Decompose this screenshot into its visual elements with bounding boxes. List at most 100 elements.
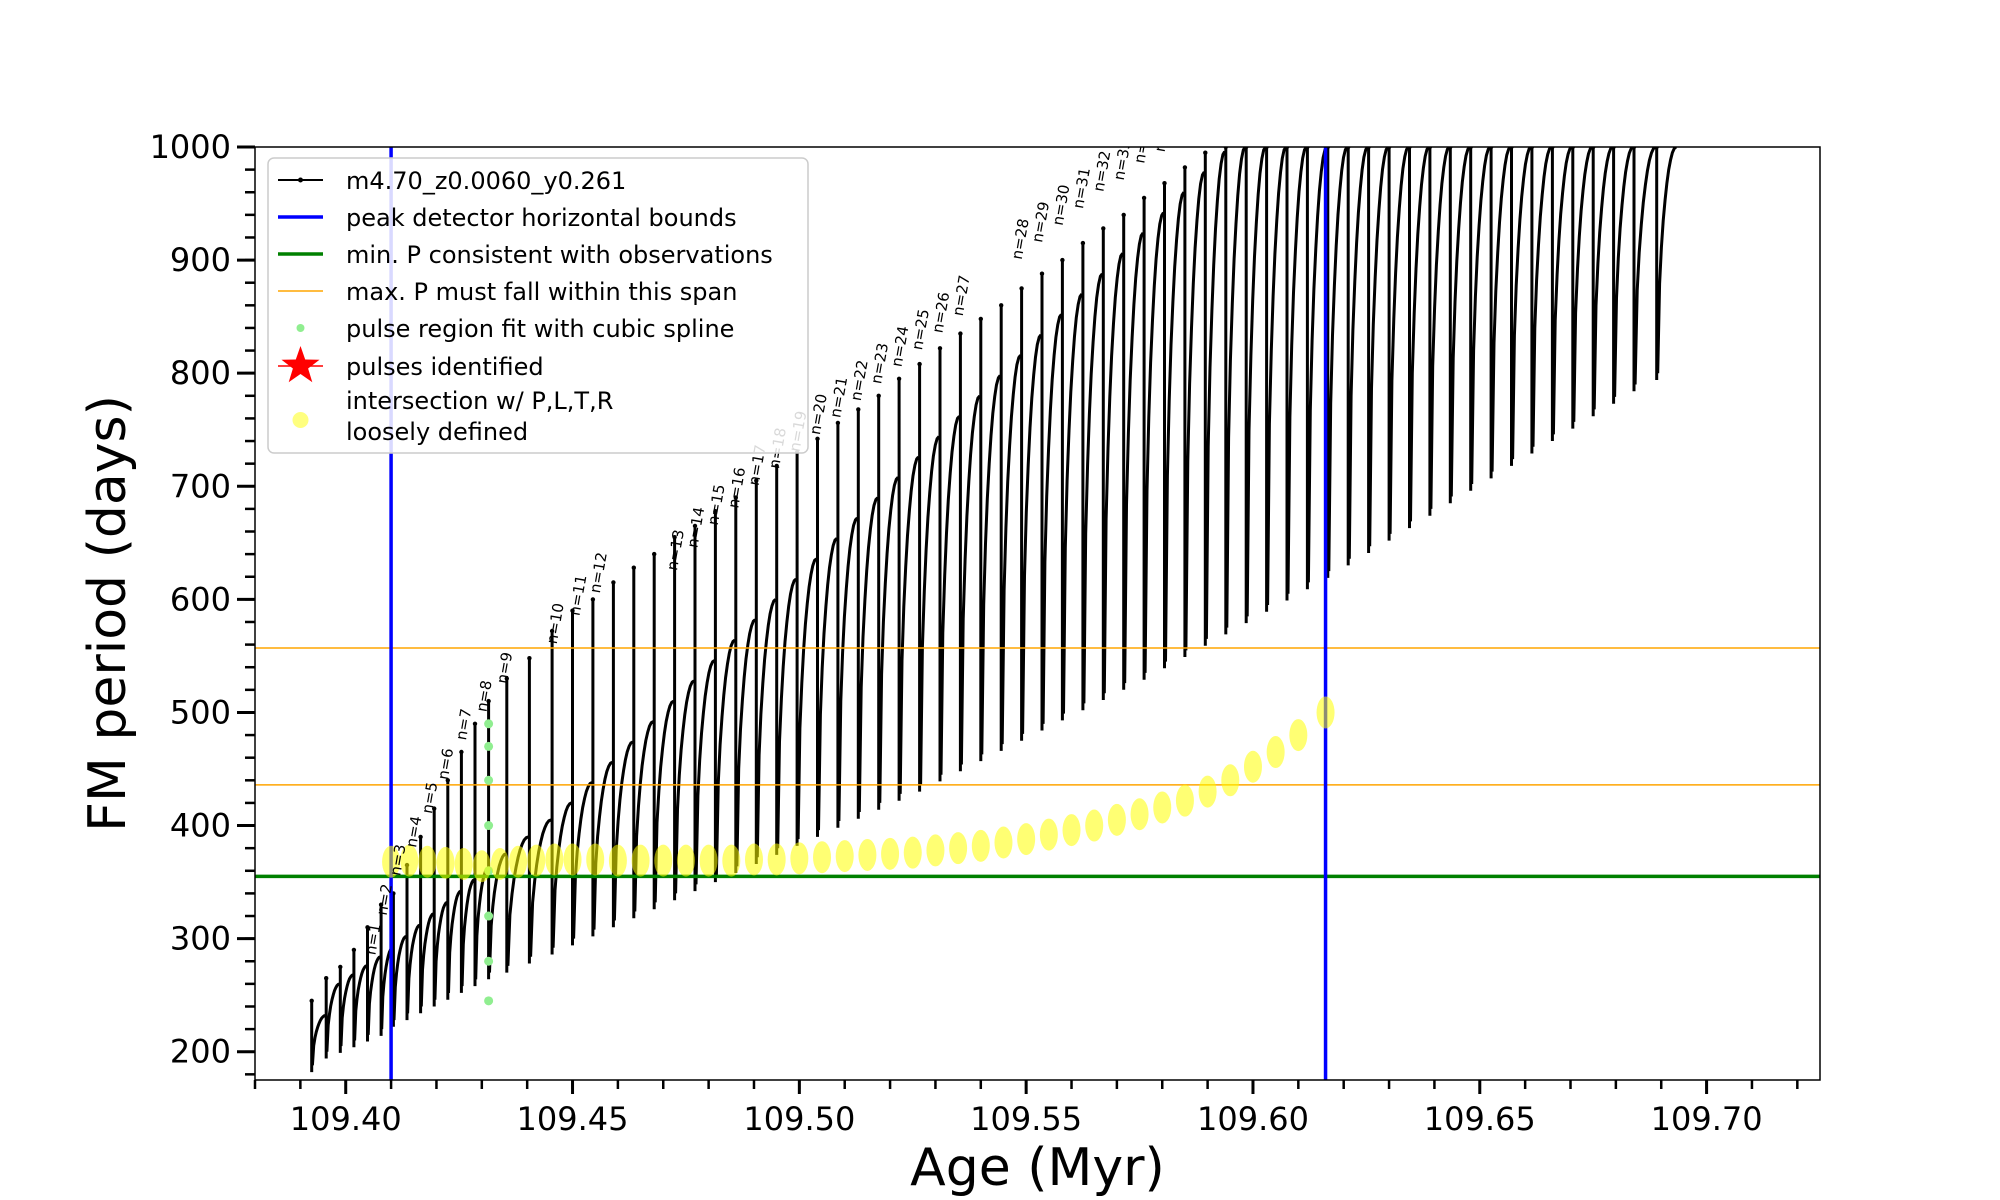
y-tick-label: 900 [170, 241, 231, 279]
intersection-point [631, 844, 650, 877]
spline-point [484, 741, 494, 751]
intersection-point [382, 845, 401, 878]
y-tick-label: 300 [170, 920, 231, 958]
intersection-point [563, 843, 582, 876]
pulse-label: n=34 [1130, 121, 1155, 165]
pulse-label: n=1 [361, 922, 384, 956]
intersection-point [722, 844, 741, 877]
pulse-label: n=5 [418, 781, 441, 815]
pulse-label: n=27 [949, 274, 974, 318]
intersection-point [586, 843, 605, 876]
pulse-label: n=7 [452, 707, 475, 741]
legend-label: max. P must fall within this span [346, 278, 737, 306]
legend-label: loosely defined [346, 418, 528, 446]
x-axis-title: Age (Myr) [910, 1138, 1165, 1198]
intersection-point [858, 838, 877, 871]
legend-box [267, 157, 809, 454]
pulse-label: n=3 [386, 843, 409, 877]
intersection-point [881, 837, 900, 870]
y-tick-label: 800 [170, 354, 231, 392]
intersection-point [1107, 803, 1126, 836]
pulse-label: n=8 [473, 679, 496, 713]
spline-point [484, 956, 494, 966]
legend-label: peak detector horizontal bounds [346, 204, 737, 232]
y-axis-title: FM period (days) [78, 395, 138, 832]
legend-label: pulse region fit with cubic spline [346, 315, 734, 343]
pulse-label: n=37 [1192, 19, 1217, 63]
pulse-label: n=4 [402, 815, 425, 849]
y-tick-label: 700 [170, 467, 231, 505]
intersection-point [490, 847, 509, 880]
intersection-point [926, 834, 945, 867]
intersection-point [608, 844, 627, 877]
intersection-point [1130, 798, 1149, 831]
intersection-point [1316, 696, 1335, 729]
x-tick-label: 109.50 [743, 1100, 855, 1138]
intersection-point [400, 844, 419, 877]
pulse-label: n=10 [543, 602, 568, 646]
pulse-label: n=16 [724, 466, 749, 510]
pulse-label: n=9 [493, 651, 516, 685]
legend-swatch [296, 324, 305, 332]
pulse-label: n=11 [566, 573, 591, 617]
plot-frame [254, 146, 1821, 1081]
intersection-point [1175, 784, 1194, 817]
x-tick-label: 109.65 [1424, 1100, 1536, 1138]
pulse-label: n=6 [434, 747, 457, 781]
y-tick-label: 500 [170, 693, 231, 731]
x-tick-label: 109.70 [1651, 1100, 1763, 1138]
intersection-point [1153, 791, 1172, 824]
intersection-point [527, 844, 546, 877]
star-icon [281, 346, 320, 383]
intersection-point [454, 847, 473, 880]
intersection-point [1289, 719, 1308, 752]
x-tick-label: 109.60 [1197, 1100, 1309, 1138]
intersection-point [436, 846, 455, 879]
legend-swatch-marker [298, 177, 303, 183]
intersection-point [903, 836, 922, 869]
spline-point [484, 775, 494, 785]
intersection-point [744, 843, 763, 876]
legend-swatch [292, 412, 309, 428]
intersection-point [1221, 764, 1240, 797]
legend-label: pulses identified [346, 353, 544, 381]
x-tick-label: 109.45 [517, 1100, 629, 1138]
intersection-point [994, 826, 1013, 859]
spline-point [484, 719, 494, 729]
spline-point [484, 821, 494, 831]
legend-label: intersection w/ P,L,T,R [346, 387, 613, 415]
intersection-point [676, 844, 695, 877]
pulse-label: n=38 [1212, 2, 1237, 46]
pulse-label: n=36 [1171, 36, 1196, 80]
intersection-point [1017, 823, 1036, 856]
intersection-point [1266, 736, 1285, 769]
legend-label: m4.70_z0.0060_y0.261 [346, 167, 626, 195]
intersection-point [509, 845, 528, 878]
intersection-point [1039, 818, 1058, 851]
pulse-label: n=12 [586, 551, 611, 595]
y-tick-label: 600 [170, 580, 231, 618]
pulse-label: n=35 [1151, 110, 1176, 154]
intersection-point [1062, 814, 1081, 847]
intersection-point [472, 850, 491, 883]
spline-point [484, 996, 494, 1006]
axes-layer: 109.40 109.45 109.50 109.55 109.60 109.65 109.… [150, 128, 1821, 1138]
pulse-label: n=2 [373, 882, 396, 916]
intersection-point [1243, 750, 1262, 783]
intersection-point [1198, 775, 1217, 808]
intersection-point [767, 843, 786, 876]
y-tick-label: 200 [170, 1033, 231, 1071]
y-tick-label: 1000 [150, 128, 231, 166]
intersection-point [1085, 809, 1104, 842]
intersection-point [545, 843, 564, 876]
legend-label: min. P consistent with observations [346, 241, 773, 269]
intersection-point [418, 845, 437, 878]
intersection-point [835, 840, 854, 873]
intersection-point [654, 844, 673, 877]
x-tick-label: 109.55 [970, 1100, 1082, 1138]
y-tick-label: 400 [170, 807, 231, 845]
x-tick-label: 109.40 [290, 1100, 402, 1138]
intersection-point [971, 829, 990, 862]
series-line-model [310, 147, 1678, 1073]
